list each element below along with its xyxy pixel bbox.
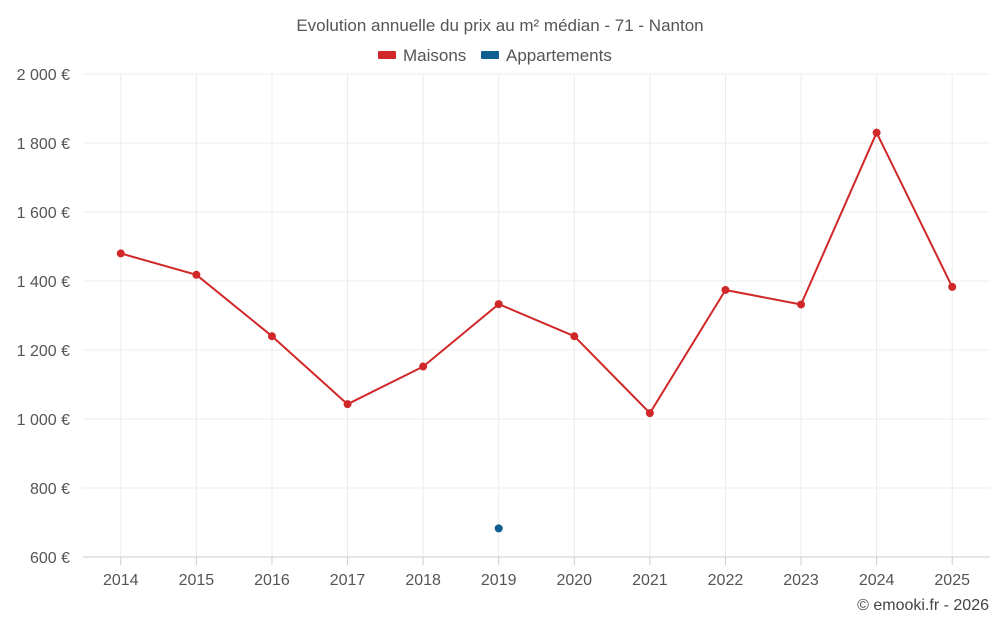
x-tick-label: 2015 (179, 572, 215, 589)
y-tick-label: 1 000 € (17, 412, 70, 429)
x-tick-label: 2022 (708, 572, 744, 589)
data-point-maisons-2019[interactable] (494, 300, 503, 309)
credit-text: © emooki.fr - 2026 (857, 597, 989, 614)
x-tick-label: 2020 (556, 572, 592, 589)
x-tick-label: 2019 (481, 572, 517, 589)
x-tick-label: 2025 (934, 572, 970, 589)
data-point-maisons-2023[interactable] (797, 300, 806, 309)
legend-label-maisons: Maisons (403, 46, 466, 65)
data-point-appartements-2019[interactable] (494, 524, 503, 533)
data-point-maisons-2016[interactable] (267, 332, 276, 341)
data-point-maisons-2022[interactable] (721, 285, 730, 294)
x-tick-label: 2023 (783, 572, 819, 589)
chart-title: Evolution annuelle du prix au m² médian … (296, 16, 703, 35)
y-tick-label: 1 800 € (17, 136, 70, 153)
data-point-maisons-2025[interactable] (948, 282, 957, 291)
data-point-maisons-2020[interactable] (570, 332, 579, 341)
series-line-maisons (120, 131, 954, 415)
grid (83, 73, 990, 557)
series-maisons (116, 128, 957, 418)
data-point-maisons-2018[interactable] (419, 362, 428, 371)
data-point-maisons-2014[interactable] (116, 249, 125, 258)
series (116, 128, 957, 533)
axes (83, 556, 990, 565)
data-point-maisons-2021[interactable] (645, 409, 654, 418)
y-tick-label: 600 € (30, 550, 70, 567)
x-axis-ticks: 2014 2015 2016 2017 2018 2019 2020 2021 2022 2023… (103, 572, 970, 589)
legend-swatch-appartements (481, 51, 499, 59)
legend-item-maisons[interactable]: Maisons (378, 46, 466, 65)
x-tick-label: 2017 (330, 572, 366, 589)
x-tick-label: 2016 (254, 572, 290, 589)
y-tick-label: 1 600 € (17, 205, 70, 222)
legend: Maisons Appartements (378, 46, 612, 65)
legend-item-appartements[interactable]: Appartements (481, 46, 612, 65)
x-tick-label: 2024 (859, 572, 895, 589)
data-point-maisons-2015[interactable] (192, 270, 201, 279)
x-tick-label: 2018 (405, 572, 441, 589)
legend-label-appartements: Appartements (506, 46, 612, 65)
x-tick-label: 2014 (103, 572, 139, 589)
series-appartements (494, 524, 503, 533)
y-axis-ticks: 600 € 800 € 1 000 € 1 200 € 1 400 € 1 600 € 1 … (17, 67, 70, 567)
data-point-maisons-2017[interactable] (343, 400, 352, 409)
y-tick-label: 1 200 € (17, 343, 70, 360)
legend-swatch-maisons (378, 51, 396, 59)
x-tick-label: 2021 (632, 572, 668, 589)
y-tick-label: 2 000 € (17, 67, 70, 84)
y-tick-label: 800 € (30, 481, 70, 498)
y-tick-label: 1 400 € (17, 274, 70, 291)
data-point-maisons-2024[interactable] (872, 128, 881, 137)
